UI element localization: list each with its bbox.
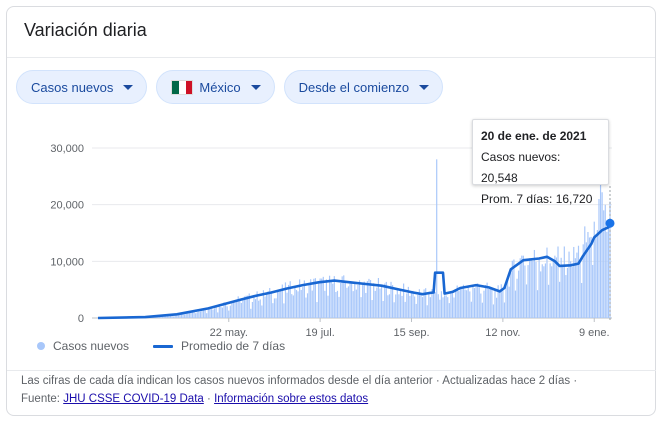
- mexico-flag-icon: [171, 79, 194, 95]
- source-link[interactable]: JHU CSSE COVID-19 Data: [63, 393, 204, 405]
- footer-note: Las cifras de cada día indican los casos…: [21, 375, 578, 387]
- chevron-down-icon: [419, 84, 430, 90]
- filter-bar: Casos nuevos México Desde el comienzo: [16, 70, 444, 104]
- card-title: Variación diaria: [24, 20, 147, 40]
- chevron-down-icon: [123, 84, 134, 90]
- chart-legend: Casos nuevos Promedio de 7 días: [37, 339, 285, 353]
- range-dropdown[interactable]: Desde el comienzo: [283, 70, 444, 104]
- chart-footer: Las cifras de cada día indican los casos…: [21, 372, 641, 408]
- line-legend-swatch: [153, 344, 174, 348]
- chart-tooltip: 20 de ene. de 2021 Casos nuevos: 20,548 …: [472, 119, 609, 206]
- bar-legend-swatch: [37, 342, 45, 350]
- metric-dropdown[interactable]: Casos nuevos: [16, 70, 148, 104]
- footer-divider: [7, 370, 656, 371]
- tooltip-date: 20 de ene. de 2021: [481, 129, 587, 143]
- country-dropdown[interactable]: México: [156, 70, 275, 104]
- country-dropdown-label: México: [199, 79, 241, 95]
- tooltip-cases: Casos nuevos: 20,548: [481, 150, 561, 185]
- tooltip-average: Prom. 7 días: 16,720: [481, 192, 593, 206]
- legend-average-label: Promedio de 7 días: [181, 339, 286, 353]
- range-dropdown-label: Desde el comienzo: [298, 79, 410, 95]
- footer-separator: ·: [207, 393, 211, 405]
- header-divider: [7, 57, 655, 58]
- legend-cases-label: Casos nuevos: [53, 339, 130, 353]
- chevron-down-icon: [250, 84, 261, 90]
- daily-variation-card: Variación diaria: [6, 6, 656, 416]
- source-prefix: Fuente:: [21, 393, 60, 405]
- metric-dropdown-label: Casos nuevos: [31, 79, 114, 95]
- info-link[interactable]: Información sobre estos datos: [214, 393, 369, 405]
